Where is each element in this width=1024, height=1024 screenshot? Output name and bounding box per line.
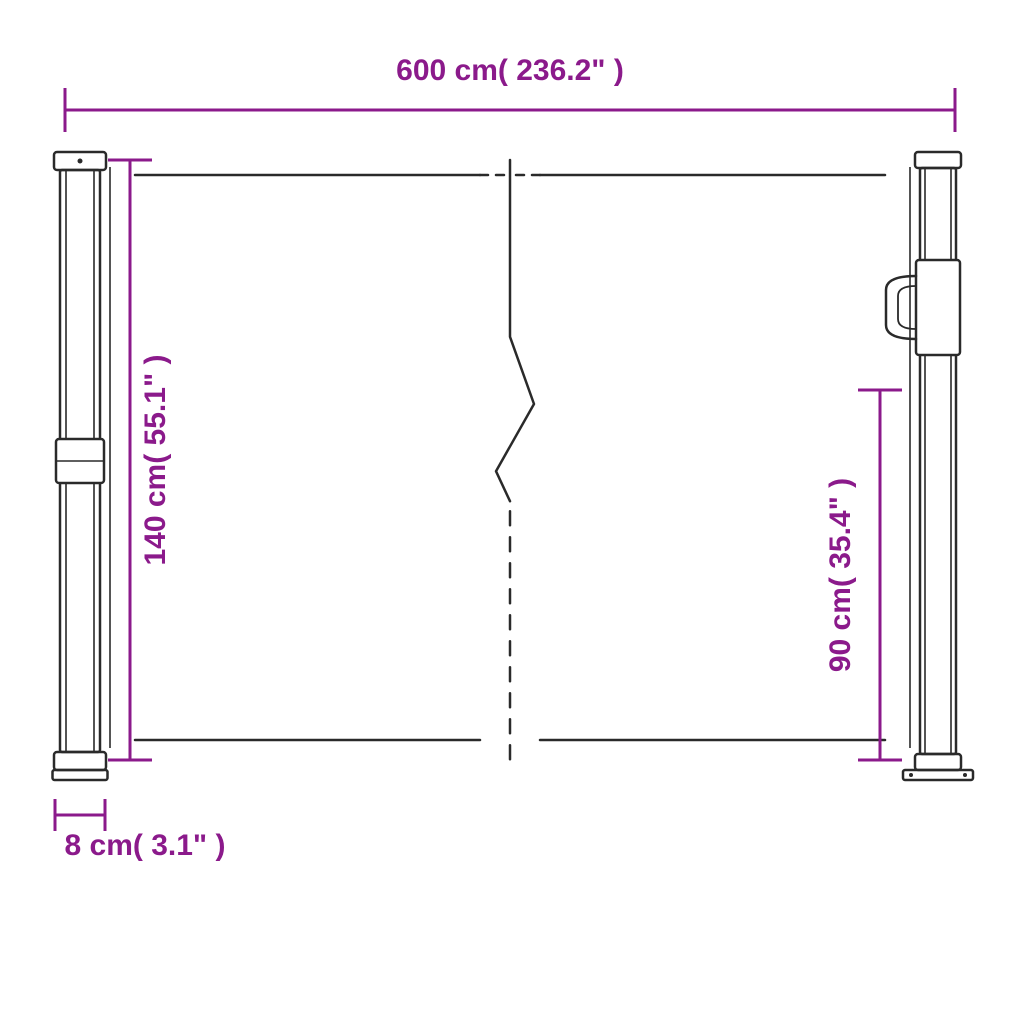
left-post [53, 152, 111, 780]
dim-height: 140 cm( 55.1" ) [108, 160, 172, 760]
dim-handle-height-label: 90 cm( 35.4" ) [824, 478, 857, 672]
dim-depth-label: 8 cm( 3.1" ) [65, 829, 226, 862]
product-outline [53, 152, 974, 780]
dim-depth: 8 cm( 3.1" ) [55, 799, 225, 862]
dim-width-label: 600 cm( 236.2" ) [396, 54, 624, 87]
pull-handle [886, 260, 960, 355]
break-line-solid [496, 160, 534, 501]
dim-handle-height: 90 cm( 35.4" ) [824, 390, 902, 760]
right-post [886, 152, 973, 780]
dim-height-label: 140 cm( 55.1" ) [139, 354, 172, 565]
dim-width: 600 cm( 236.2" ) [65, 54, 955, 132]
